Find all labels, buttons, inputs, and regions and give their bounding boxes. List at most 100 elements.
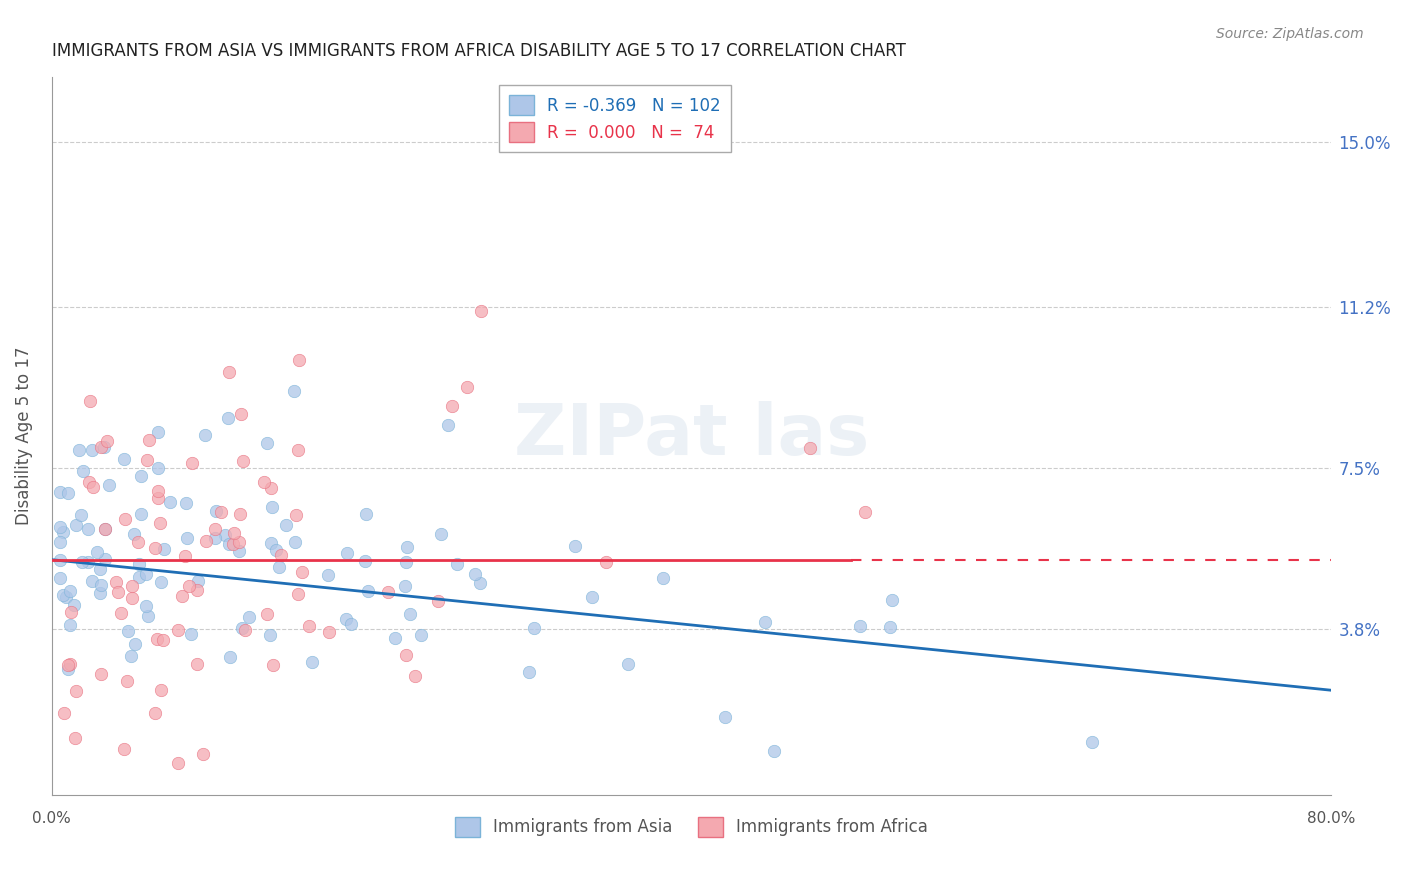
Point <box>52 706 75 721</box>
Point <box>82 443 104 458</box>
Point <box>470 575 492 590</box>
Point <box>318 625 340 640</box>
Point <box>267 559 290 574</box>
Point <box>564 539 586 553</box>
Point <box>204 504 226 518</box>
Point <box>335 612 357 626</box>
Point <box>135 566 157 581</box>
Point <box>117 624 139 638</box>
Point <box>124 637 146 651</box>
Point <box>149 516 172 531</box>
Point <box>229 508 252 522</box>
Point <box>114 512 136 526</box>
Text: Source: ZipAtlas.com: Source: ZipAtlas.com <box>1216 27 1364 41</box>
Point <box>128 570 150 584</box>
Point <box>76 555 98 569</box>
Point <box>48 520 70 534</box>
Point <box>128 558 150 572</box>
Point <box>112 742 135 756</box>
Point <box>253 475 276 489</box>
Point <box>222 537 245 551</box>
Point <box>354 507 377 521</box>
Point <box>120 648 142 663</box>
Point <box>138 433 160 447</box>
Point <box>63 598 86 612</box>
Point <box>70 508 93 522</box>
Point <box>652 571 675 585</box>
Point <box>67 443 90 458</box>
Point <box>882 593 904 607</box>
Point <box>186 657 208 671</box>
Point <box>318 567 340 582</box>
Point <box>262 500 284 514</box>
Point <box>149 683 172 698</box>
Point <box>105 574 128 589</box>
Point <box>56 485 79 500</box>
Point <box>49 484 72 499</box>
Point <box>228 543 250 558</box>
Point <box>517 665 540 679</box>
Point <box>194 533 217 548</box>
Point <box>762 744 785 758</box>
Point <box>853 505 876 519</box>
Point <box>209 505 232 519</box>
Point <box>283 384 305 398</box>
Point <box>159 495 181 509</box>
Point <box>65 684 87 698</box>
Point <box>107 584 129 599</box>
Point <box>121 579 143 593</box>
Point <box>713 710 735 724</box>
Point <box>284 508 307 522</box>
Point <box>55 590 77 604</box>
Point <box>264 542 287 557</box>
Point <box>96 434 118 448</box>
Point <box>232 454 254 468</box>
Point <box>79 393 101 408</box>
Point <box>94 522 117 536</box>
Point <box>98 478 121 492</box>
Point <box>238 610 260 624</box>
Point <box>124 527 146 541</box>
Point <box>56 662 79 676</box>
Point <box>174 496 197 510</box>
Point <box>167 623 190 637</box>
Point <box>186 582 208 597</box>
Point <box>187 574 209 588</box>
Point <box>153 541 176 556</box>
Point <box>94 522 117 536</box>
Point <box>231 621 253 635</box>
Point <box>152 632 174 647</box>
Point <box>426 593 449 607</box>
Point <box>150 574 173 589</box>
Point <box>59 583 82 598</box>
Point <box>65 731 87 745</box>
Point <box>291 565 314 579</box>
Point <box>270 549 292 563</box>
Point <box>394 579 416 593</box>
Point <box>52 588 75 602</box>
Point <box>356 584 378 599</box>
Point <box>470 304 492 318</box>
Point <box>256 607 278 621</box>
Point <box>354 554 377 568</box>
Point <box>59 657 82 671</box>
Point <box>616 657 638 672</box>
Point <box>166 756 188 770</box>
Point <box>194 428 217 442</box>
Point <box>204 531 226 545</box>
Point <box>440 399 463 413</box>
Point <box>60 605 83 619</box>
Point <box>595 555 617 569</box>
Point <box>287 586 309 600</box>
Point <box>409 628 432 642</box>
Point <box>262 657 284 672</box>
Point <box>82 574 104 588</box>
Point <box>146 632 169 647</box>
Point <box>82 480 104 494</box>
Point <box>228 535 250 549</box>
Point <box>219 650 242 665</box>
Legend: Immigrants from Asia, Immigrants from Africa: Immigrants from Asia, Immigrants from Af… <box>449 810 935 844</box>
Point <box>288 352 311 367</box>
Text: 80.0%: 80.0% <box>1308 811 1355 825</box>
Point <box>59 618 82 632</box>
